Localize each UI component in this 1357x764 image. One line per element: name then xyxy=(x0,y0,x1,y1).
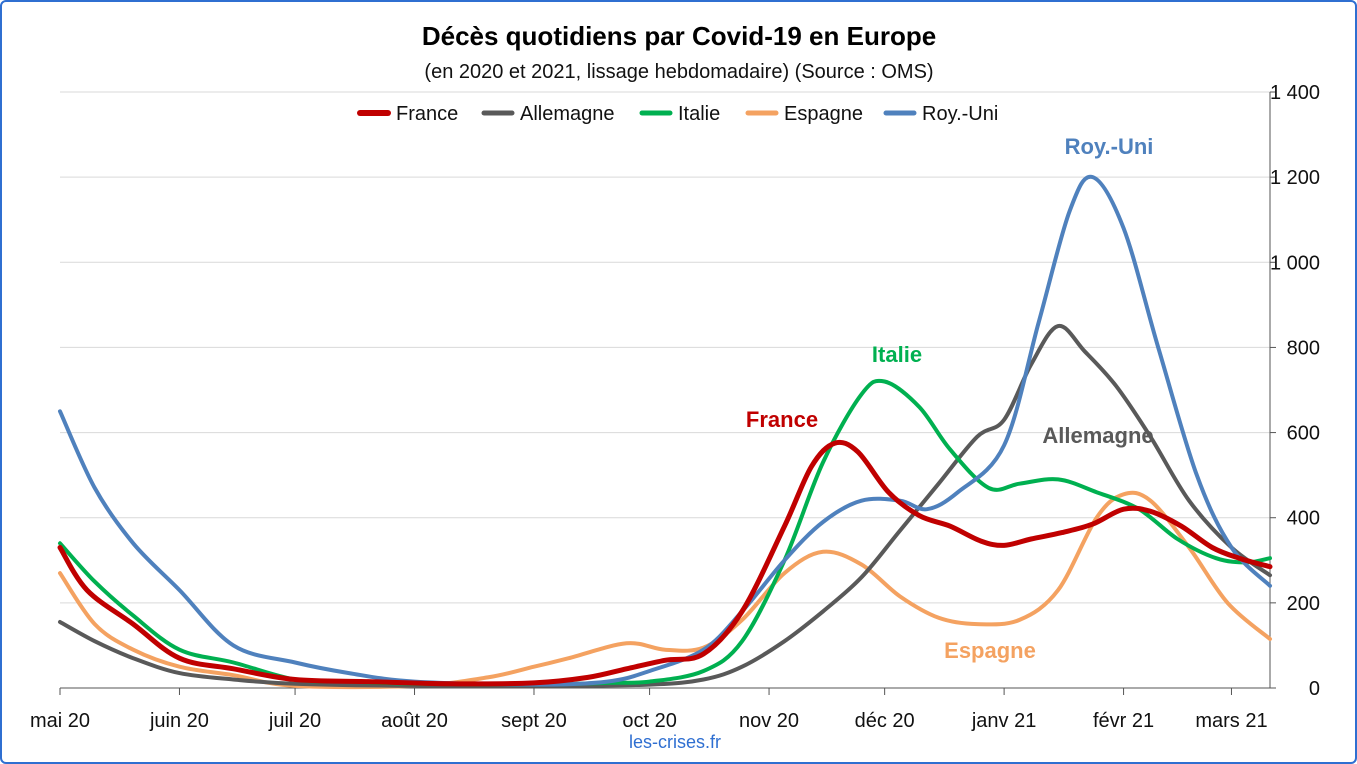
legend-label-italie: Italie xyxy=(678,103,720,125)
annotation-roy-uni: Roy.-Uni xyxy=(1065,134,1154,159)
x-tick-label-4: sept 20 xyxy=(501,710,567,732)
chart-title: Décès quotidiens par Covid-19 en Europe xyxy=(422,21,936,51)
legend-label-roy-uni: Roy.-Uni xyxy=(922,103,998,125)
series-line-allemagne xyxy=(58,324,1272,689)
annotation-france: France xyxy=(746,407,818,432)
annotation-espagne: Espagne xyxy=(944,638,1036,663)
axes: 0 200 400 600 800 1 000 1 200 1 400 mai 20 juin 2… xyxy=(30,82,1320,732)
x-tick-label-8: janv 21 xyxy=(971,710,1037,732)
series-line-roy-uni xyxy=(58,174,1272,687)
y-tick-label-400: 400 xyxy=(1287,508,1320,530)
y-tick-label-200: 200 xyxy=(1287,593,1320,615)
x-tick-label-10: mars 21 xyxy=(1195,710,1267,732)
legend-label-espagne: Espagne xyxy=(784,103,863,125)
y-tick-label-1400: 1 400 xyxy=(1270,82,1320,104)
gridlines xyxy=(60,91,1270,604)
legend-label-france: France xyxy=(396,103,458,125)
x-tick-label-0: mai 20 xyxy=(30,710,90,732)
series-annotations: France Allemagne Italie Espagne Roy.-Uni xyxy=(746,134,1154,663)
series-line-france xyxy=(57,439,1273,687)
y-tick-label-600: 600 xyxy=(1287,423,1320,445)
x-tick-label-9: févr 21 xyxy=(1093,710,1154,732)
y-tick-label-1200: 1 200 xyxy=(1270,167,1320,189)
chart-subtitle: (en 2020 et 2021, lissage hebdomadaire) … xyxy=(424,61,933,83)
legend: France Allemagne Italie Espagne Roy.-Uni xyxy=(357,103,998,125)
x-tick-label-6: nov 20 xyxy=(739,710,799,732)
source-note: les-crises.fr xyxy=(629,732,721,752)
series-layer xyxy=(57,174,1273,690)
x-tick-label-2: juil 20 xyxy=(268,710,321,732)
x-tick-label-7: déc 20 xyxy=(855,710,915,732)
x-tick-label-1: juin 20 xyxy=(149,710,209,732)
annotation-allemagne: Allemagne xyxy=(1042,423,1153,448)
y-tick-label-0: 0 xyxy=(1309,678,1320,700)
y-tick-label-1000: 1 000 xyxy=(1270,252,1320,274)
annotation-italie: Italie xyxy=(872,342,922,367)
x-tick-label-3: août 20 xyxy=(381,710,448,732)
legend-label-allemagne: Allemagne xyxy=(520,103,615,125)
x-tick-label-5: oct 20 xyxy=(622,710,676,732)
y-tick-label-800: 800 xyxy=(1287,337,1320,359)
